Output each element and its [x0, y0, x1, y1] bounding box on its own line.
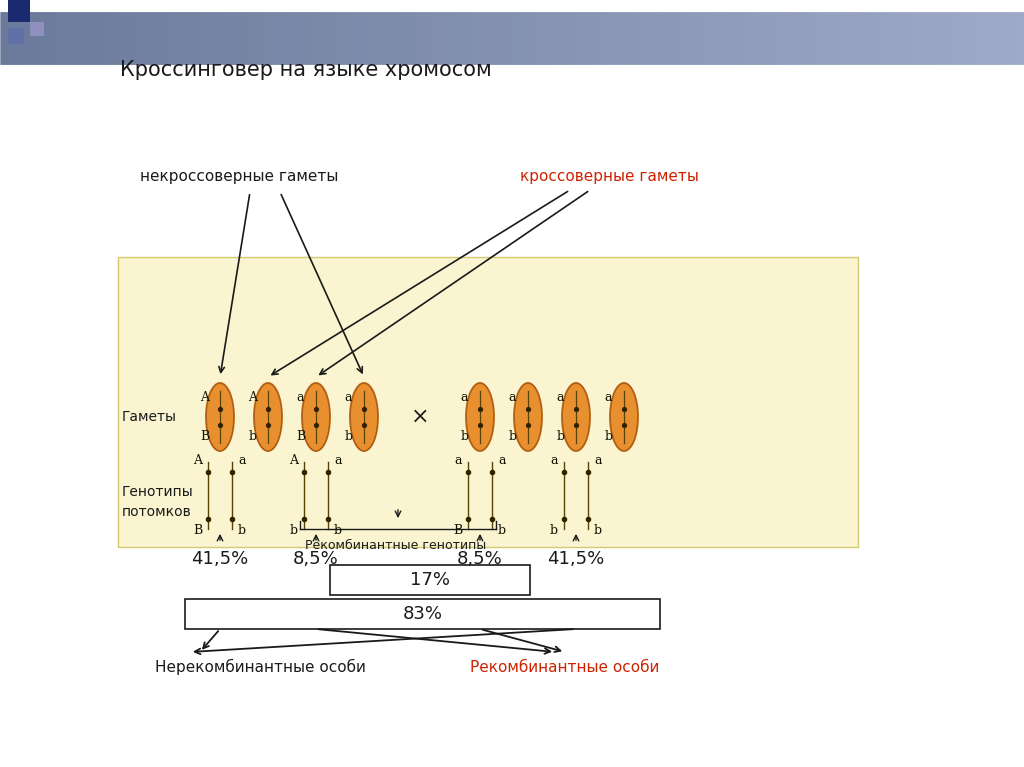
Text: a: a [594, 454, 602, 467]
Text: b: b [498, 524, 506, 537]
Text: b: b [550, 524, 558, 537]
Bar [185, 599, 660, 629]
Text: a: a [605, 391, 612, 404]
Text: кроссоверные гаметы: кроссоверные гаметы [520, 170, 698, 185]
Bar [8, 0, 30, 22]
Text: A: A [194, 454, 203, 467]
Text: a: a [461, 391, 468, 404]
Text: B: B [200, 430, 209, 443]
Ellipse shape [562, 383, 590, 451]
Text: A: A [290, 454, 299, 467]
Text: A: A [248, 391, 257, 404]
Text: a: a [334, 454, 342, 467]
Text: Генотипы
потомков: Генотипы потомков [122, 486, 194, 518]
Ellipse shape [350, 383, 378, 451]
Text: a: a [557, 391, 564, 404]
Ellipse shape [302, 383, 330, 451]
Text: b: b [334, 524, 342, 537]
Bar [330, 565, 530, 595]
Text: Гаметы: Гаметы [122, 410, 177, 424]
Text: b: b [290, 524, 298, 537]
Ellipse shape [514, 383, 542, 451]
Text: b: b [556, 430, 564, 443]
Text: ×: × [411, 406, 429, 428]
Text: a: a [239, 454, 246, 467]
Text: B: B [454, 524, 463, 537]
Text: a: a [345, 391, 352, 404]
Text: b: b [344, 430, 352, 443]
Text: B: B [296, 430, 305, 443]
Text: 41,5%: 41,5% [191, 550, 249, 568]
Text: b: b [238, 524, 246, 537]
Text: 83%: 83% [402, 605, 442, 623]
Text: A: A [200, 391, 209, 404]
Text: b: b [604, 430, 612, 443]
Text: некроссоверные гаметы: некроссоверные гаметы [140, 170, 338, 185]
Text: a: a [499, 454, 506, 467]
Text: b: b [461, 430, 469, 443]
Text: Рекомбинантные особи: Рекомбинантные особи [470, 660, 659, 674]
Bar [8, 28, 24, 44]
Text: Кроссинговер на языке хромосом: Кроссинговер на языке хромосом [120, 60, 492, 80]
Bar [30, 22, 44, 36]
Text: b: b [249, 430, 257, 443]
Text: b: b [594, 524, 602, 537]
Text: 41,5%: 41,5% [548, 550, 604, 568]
Text: a: a [550, 454, 558, 467]
Text: 17%: 17% [410, 571, 450, 589]
Ellipse shape [254, 383, 282, 451]
Ellipse shape [610, 383, 638, 451]
Text: Нерекомбинантные особи: Нерекомбинантные особи [155, 659, 366, 675]
Bar [118, 257, 858, 547]
Text: b: b [509, 430, 517, 443]
Text: 8,5%: 8,5% [457, 550, 503, 568]
Text: B: B [194, 524, 203, 537]
Text: a: a [509, 391, 516, 404]
Ellipse shape [466, 383, 494, 451]
Text: a: a [297, 391, 304, 404]
Ellipse shape [206, 383, 234, 451]
Text: 8,5%: 8,5% [293, 550, 339, 568]
Text: Рекомбинантные генотипы: Рекомбинантные генотипы [305, 539, 486, 552]
Text: a: a [455, 454, 462, 467]
